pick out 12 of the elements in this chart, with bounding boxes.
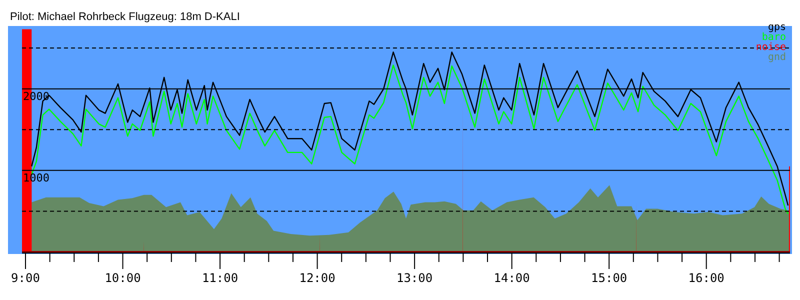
text: noise <box>756 42 786 53</box>
x-tick-label: 13:00 <box>396 271 433 285</box>
text: baro <box>762 32 786 43</box>
x-tick-label: 12:00 <box>299 271 336 285</box>
x-tick-label: 10:00 <box>104 271 141 285</box>
x-tick-label: 14:00 <box>494 271 530 285</box>
x-tick-label: 16:00 <box>688 271 724 285</box>
x-tick-label: 11:00 <box>202 271 238 285</box>
chart-title: Pilot: Michael Rohrbeck Flugzeug: 18m D-KALI <box>10 11 240 23</box>
x-tick-label: 9:00 <box>11 271 40 285</box>
text: gnd <box>768 52 786 63</box>
x-tick-label: 15:00 <box>591 271 628 285</box>
